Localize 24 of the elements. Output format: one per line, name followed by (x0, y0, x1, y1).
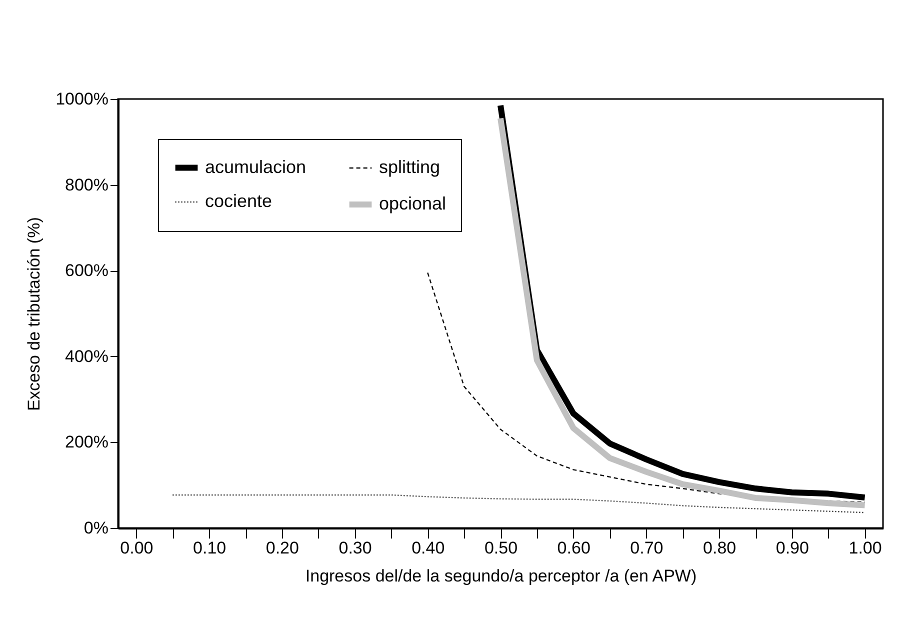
x-tick-label: 0.20 (266, 538, 299, 558)
y-tick-label: 200% (65, 432, 108, 452)
y-tick-label: 0% (84, 518, 108, 538)
x-tick-label: 0.30 (338, 538, 372, 558)
y-tick-label: 400% (65, 346, 108, 366)
x-tick-label: 0.70 (630, 538, 664, 558)
legend-label: cociente (205, 191, 272, 211)
x-axis-title: Ingresos del/de la segundo/a perceptor /a (en APW) (305, 566, 697, 586)
line-series (172, 494, 866, 514)
legend-label: opcional (379, 194, 446, 214)
x-tick-label: 0.80 (703, 538, 736, 558)
x-tick-label: 0.50 (484, 538, 518, 558)
x-tick-label: 0.90 (776, 538, 809, 558)
y-tick-label: 600% (65, 261, 108, 280)
legend-label: splitting (379, 157, 440, 177)
x-tick-label: 0.40 (412, 538, 445, 558)
x-tick-label: 0.00 (120, 538, 154, 558)
legend-label: acumulacion (205, 156, 306, 177)
x-tick-label: 1.00 (848, 538, 882, 558)
y-tick-label: 800% (65, 175, 108, 194)
x-tick-label: 0.10 (193, 538, 226, 558)
y-axis-title: Exceso de tributación (%) (24, 217, 44, 411)
y-tick-label: 1000% (56, 90, 108, 108)
x-tick-label: 0.60 (557, 538, 590, 558)
